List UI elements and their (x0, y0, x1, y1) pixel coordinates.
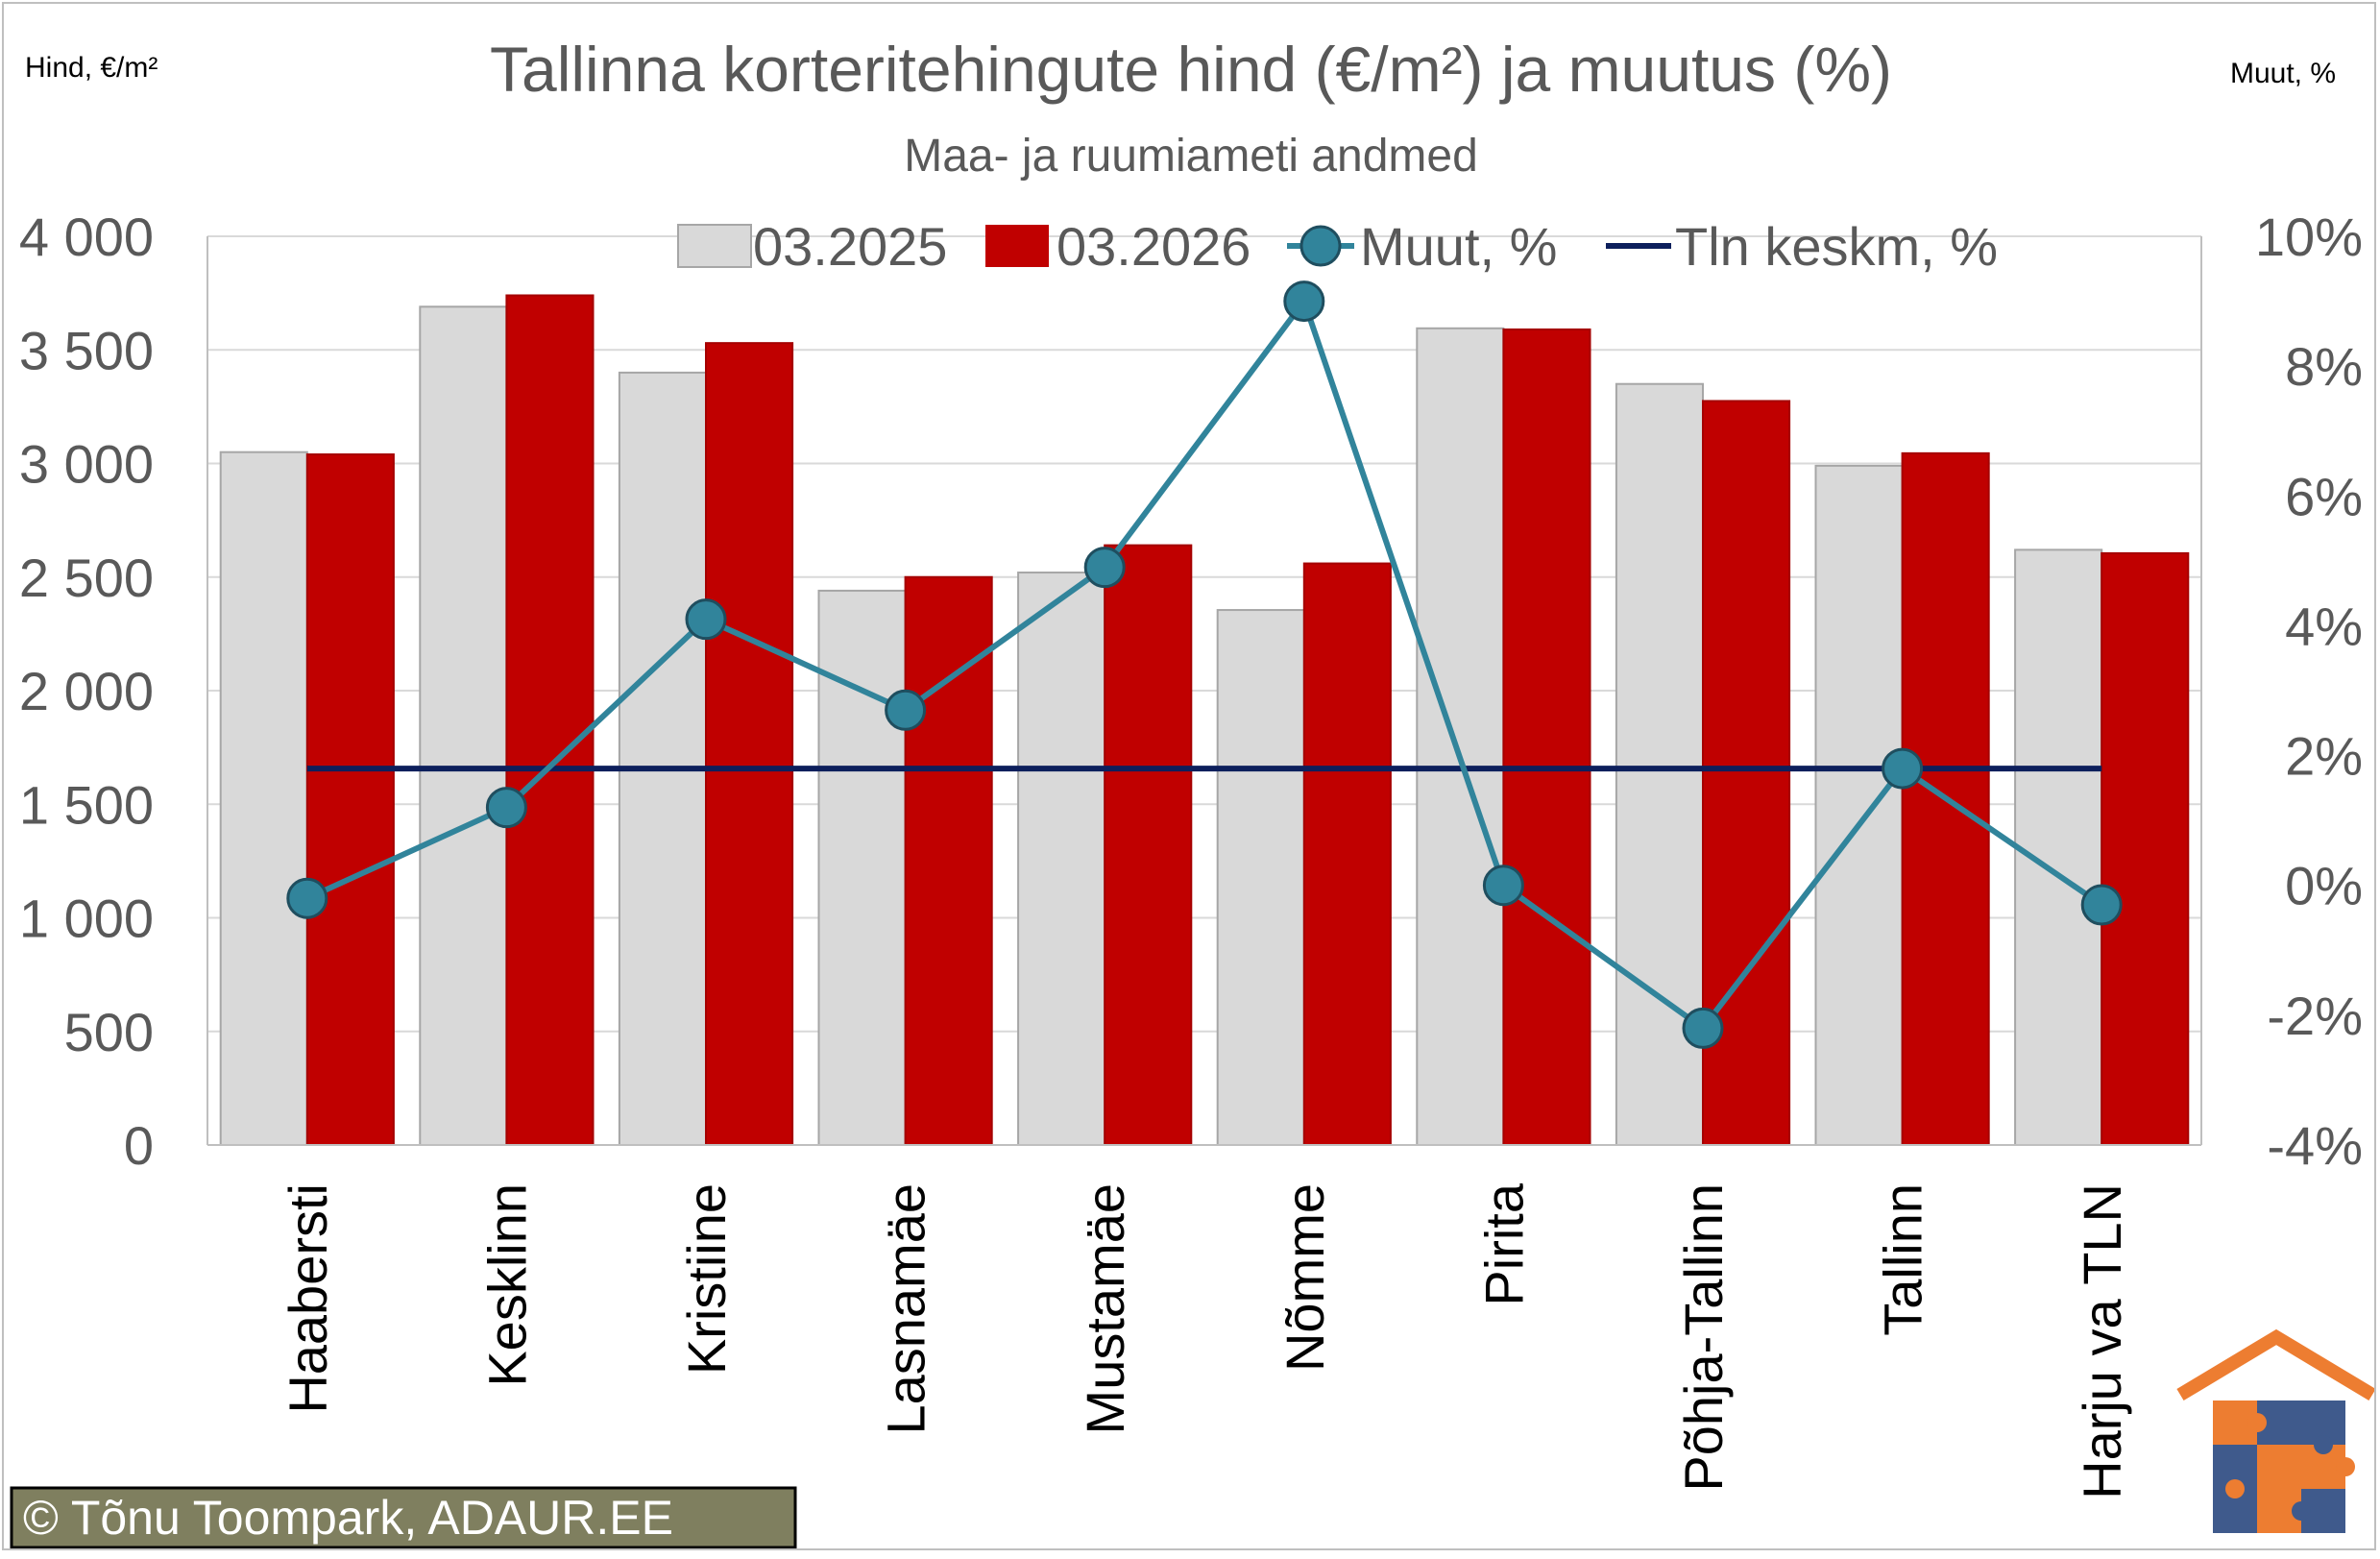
change-marker (1083, 547, 1126, 589)
lines (286, 280, 2123, 1049)
change-marker (1882, 747, 1924, 790)
axes: 0 500 1 000 1 500 2 000 2 500 3 000 3 500 4 000 -… (19, 207, 2363, 1176)
bar-03-2025 (1814, 464, 1904, 1146)
bar-03-2025 (1416, 327, 1505, 1147)
bar-03-2026 (705, 342, 794, 1146)
bar-03-2025 (618, 371, 708, 1146)
y2-tick-label: 0% (2285, 856, 2363, 916)
legend-label-03-2025: 03.2025 (753, 216, 947, 277)
bar-03-2026 (1302, 562, 1392, 1146)
bar-03-2026 (1104, 544, 1193, 1146)
y-tick-label: 1 500 (19, 774, 154, 835)
y-tick-label: 2 500 (19, 548, 154, 608)
x-tick-label: Mustamäe (1075, 1183, 1135, 1434)
legend-swatch-03-2026 (985, 225, 1049, 267)
bar-03-2025 (419, 305, 508, 1146)
legend-label-change: Muut, % (1360, 216, 1557, 277)
bar-03-2025 (1216, 609, 1305, 1146)
credit-text: © Tõnu Toompark, ADAUR.EE (23, 1491, 673, 1545)
x-tick-label: Nõmme (1275, 1183, 1335, 1372)
change-line (305, 298, 2103, 1032)
y-tick-label: 1 000 (19, 889, 154, 949)
x-tick-label: Haabersti (278, 1183, 338, 1414)
change-marker (1283, 280, 1325, 323)
x-tick-label: Lasnamäe (876, 1183, 936, 1435)
x-tick-label: Kesklinn (476, 1183, 537, 1387)
y-tick-label: 4 000 (19, 207, 154, 267)
change-marker (286, 877, 328, 919)
bar-03-2026 (305, 453, 395, 1147)
y-tick-label: 2 000 (19, 661, 154, 721)
bar-03-2026 (2101, 551, 2190, 1146)
y2-tick-label: 6% (2285, 466, 2363, 526)
y-axis-label: Hind, €/m² (25, 52, 158, 84)
y-tick-label: 0 (124, 1115, 154, 1176)
puzzle-house-logo (2176, 1328, 2376, 1533)
x-tick-label: Pirita (1473, 1182, 1534, 1305)
y2-tick-label: -2% (2267, 986, 2363, 1046)
legend-label-average: Tln keskm, % (1675, 216, 1998, 277)
legend-label-03-2026: 03.2026 (1056, 216, 1251, 277)
y2-tick-label: 2% (2285, 726, 2363, 787)
bar-03-2025 (1017, 572, 1106, 1146)
bar-03-2025 (817, 589, 907, 1146)
bar-03-2025 (2014, 548, 2103, 1146)
legend-marker-change (1299, 225, 1342, 267)
bar-03-2025 (219, 451, 308, 1146)
x-tick-label: Kristiine (676, 1183, 737, 1375)
y2-tick-label: -4% (2267, 1115, 2363, 1176)
y2-axis-label: Muut, % (2230, 58, 2336, 89)
x-tick-label: Harju va TLN (2072, 1183, 2132, 1499)
y2-tick-label: 10% (2255, 207, 2363, 267)
x-tick-labels: Haabersti Kesklinn Kristiine Lasnamäe Mustam… (278, 1182, 2132, 1499)
credit-box: © Tõnu Toompark, ADAUR.EE (10, 1486, 797, 1549)
y2-tick-label: 4% (2285, 596, 2363, 656)
change-marker (1482, 865, 1524, 907)
bar-03-2026 (505, 294, 595, 1146)
chart-subtitle: Maa- ja ruumiameti andmed (904, 131, 1478, 182)
bar-03-2026 (904, 575, 993, 1146)
legend: 03.2025 03.2026 Muut, % Tln keskm, % (677, 216, 1998, 277)
y-tick-label: 500 (64, 1002, 154, 1062)
y2-tick-label: 8% (2285, 336, 2363, 397)
change-marker (885, 689, 927, 731)
x-tick-label: Tallinn (1873, 1183, 1933, 1336)
x-tick-label: Põhja-Tallinn (1673, 1183, 1734, 1492)
change-marker (1682, 1007, 1724, 1049)
y-tick-label: 3 500 (19, 320, 154, 380)
change-marker (2080, 884, 2123, 926)
bar-03-2026 (1502, 328, 1591, 1146)
y-tick-label: 3 000 (19, 434, 154, 495)
chart-title: Tallinna korteritehingute hind (€/m²) ja… (490, 34, 1892, 105)
legend-swatch-03-2025 (677, 224, 752, 268)
change-marker (685, 598, 727, 641)
change-marker (485, 787, 527, 829)
bars (219, 294, 2190, 1147)
